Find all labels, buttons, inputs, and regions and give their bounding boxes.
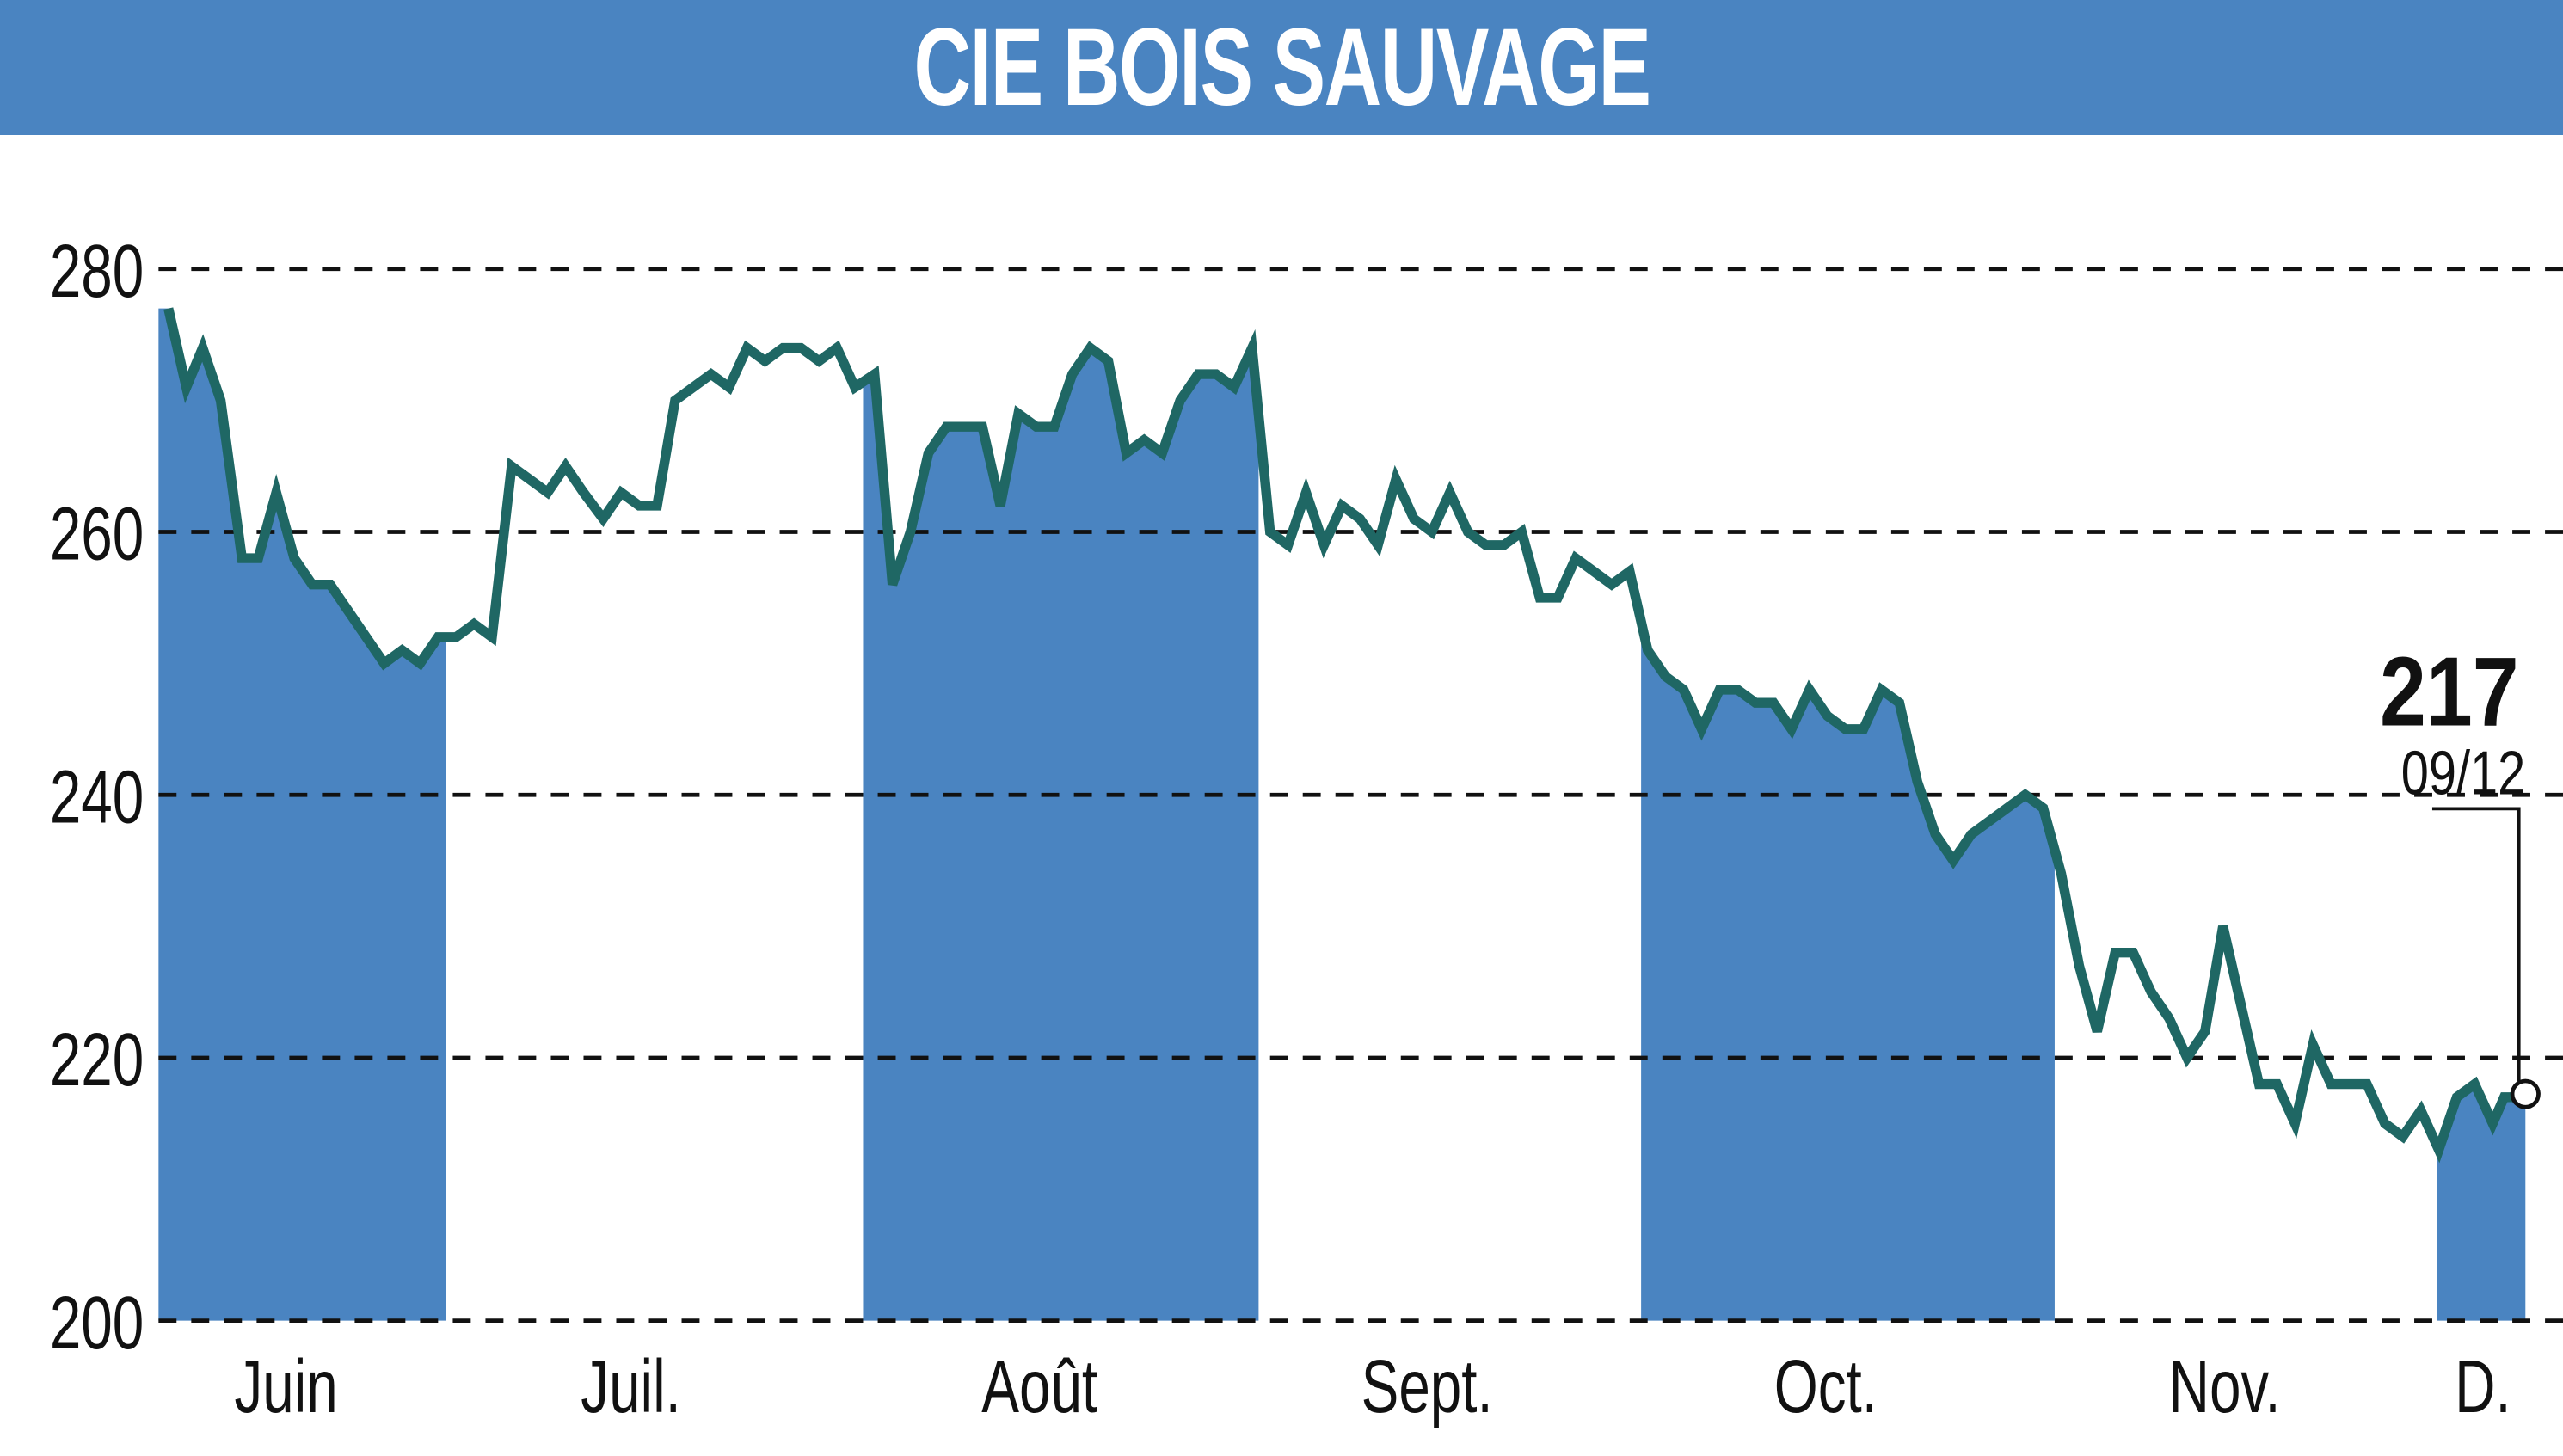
month-band-d bbox=[2437, 1084, 2526, 1321]
x-tick-label: Nov. bbox=[2169, 1345, 2281, 1428]
chart-title: CIE BOIS SAUVAGE bbox=[913, 6, 1650, 129]
gridlines bbox=[158, 267, 2563, 1324]
x-tick-label: Juin bbox=[234, 1345, 337, 1428]
last-value-label: 217 bbox=[2380, 637, 2519, 746]
month-band-juin bbox=[158, 308, 446, 1321]
y-tick-label: 280 bbox=[50, 230, 144, 313]
last-value-callout: 217 09/12 bbox=[2380, 637, 2541, 1109]
callout-leader-line bbox=[2431, 807, 2521, 1081]
price-line bbox=[163, 307, 2526, 1164]
x-tick-label: Août bbox=[981, 1345, 1097, 1428]
y-tick-label: 260 bbox=[50, 493, 144, 576]
last-date-label: 09/12 bbox=[2401, 738, 2526, 808]
y-tick-label: 200 bbox=[50, 1281, 144, 1365]
month-band-août bbox=[863, 347, 1259, 1321]
y-tick-label: 240 bbox=[50, 755, 144, 839]
x-tick-label: Sept. bbox=[1361, 1345, 1493, 1428]
x-tick-label: Oct. bbox=[1774, 1345, 1878, 1428]
x-tick-label: D. bbox=[2455, 1345, 2511, 1428]
y-tick-label: 220 bbox=[50, 1018, 144, 1102]
y-axis-labels: 200 220 240 260 280 bbox=[50, 230, 144, 1365]
month-bands bbox=[158, 308, 2526, 1321]
x-tick-label: Juil. bbox=[581, 1345, 681, 1428]
x-axis-labels: Juin Juil. Août Sept. Oct. Nov. D. bbox=[234, 1345, 2511, 1428]
last-point-marker bbox=[2510, 1078, 2541, 1109]
title-bar: CIE BOIS SAUVAGE bbox=[0, 0, 2563, 135]
